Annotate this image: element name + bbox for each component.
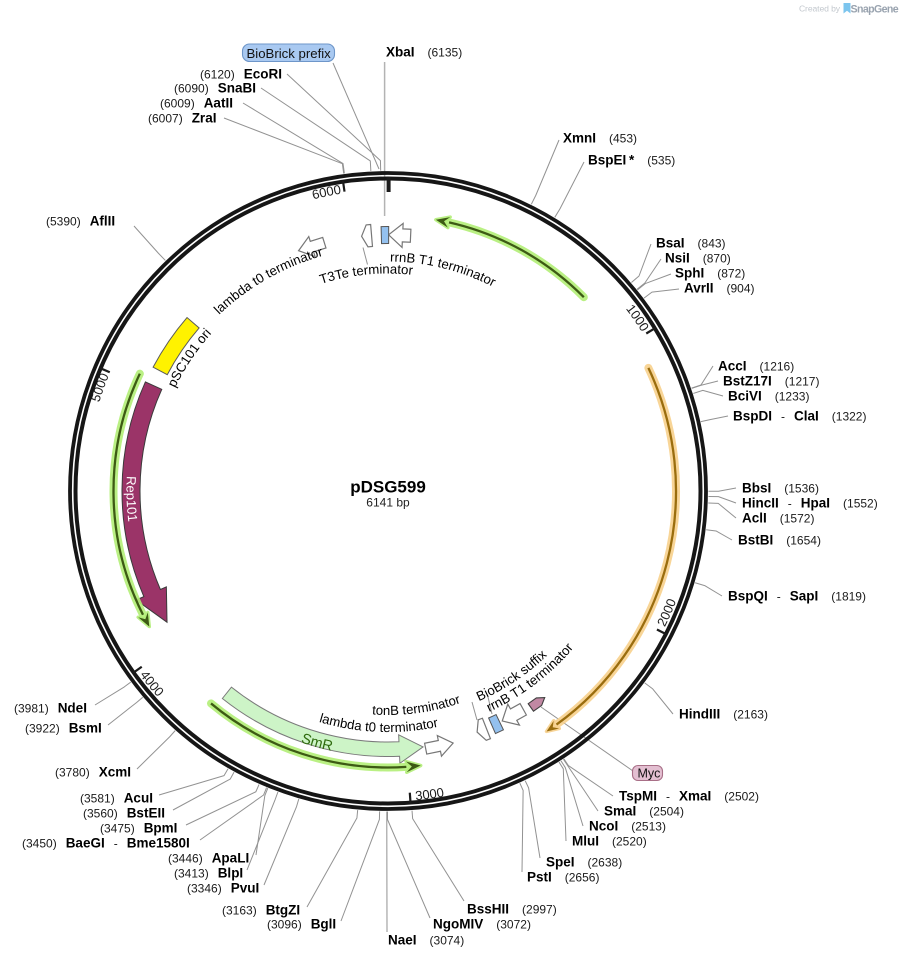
svg-text:BssHII(2997): BssHII (2997) [467, 902, 557, 917]
svg-text:BstZ17I(1217): BstZ17I (1217) [723, 374, 819, 389]
svg-text:(3450)BaeGI-Bme1580I: (3450) BaeGI - Bme1580I [22, 836, 190, 851]
svg-text:HincII-HpaI(1552): HincII - HpaI (1552) [742, 496, 878, 511]
svg-text:Created by: Created by [799, 4, 841, 14]
svg-text:(3096)BglI: (3096) BglI [267, 917, 336, 932]
svg-text:(3780)XcmI: (3780) XcmI [55, 765, 131, 780]
svg-text:NcoI(2513): NcoI (2513) [589, 819, 666, 834]
svg-text:pDSG599: pDSG599 [350, 478, 426, 497]
svg-text:(6120)EcoRI: (6120) EcoRI [200, 67, 282, 82]
svg-text:BsaI(843): BsaI (843) [656, 236, 726, 251]
svg-text:(6090)SnaBI: (6090) SnaBI [174, 81, 256, 96]
svg-text:(3413)BlpI: (3413) BlpI [174, 866, 243, 881]
svg-text:AclI(1572): AclI (1572) [742, 511, 814, 526]
svg-text:(3446)ApaLI: (3446) ApaLI [168, 851, 249, 866]
svg-text:SnapGene: SnapGene [851, 4, 899, 16]
svg-text:NgoMIV(3072): NgoMIV (3072) [433, 917, 531, 932]
svg-text:(5390)AflII: (5390) AflII [46, 214, 115, 229]
svg-text:Rep101: Rep101 [123, 476, 140, 523]
svg-text:(3475)BpmI: (3475) BpmI [100, 821, 177, 836]
svg-text:SphI(872): SphI (872) [675, 266, 745, 281]
svg-text:XmnI(453): XmnI (453) [563, 131, 637, 146]
svg-text:(3346)PvuI: (3346) PvuI [187, 881, 259, 896]
svg-text:SpeI(2638): SpeI (2638) [546, 855, 622, 870]
svg-text:(3560)BstEII: (3560) BstEII [83, 806, 165, 821]
svg-text:(6007)ZraI: (6007) ZraI [148, 111, 216, 126]
svg-text:6141 bp: 6141 bp [366, 496, 410, 510]
svg-text:BspQI-SapI(1819): BspQI - SapI (1819) [728, 589, 866, 604]
svg-text:XbaI(6135): XbaI (6135) [386, 45, 462, 60]
svg-text:NsiI(870): NsiI (870) [665, 251, 731, 266]
svg-text:MluI(2520): MluI (2520) [572, 834, 647, 849]
svg-text:BbsI(1536): BbsI (1536) [742, 481, 819, 496]
svg-text:HindIII(2163): HindIII (2163) [679, 707, 768, 722]
svg-text:NaeI(3074): NaeI (3074) [388, 933, 464, 948]
svg-text:Myc: Myc [638, 767, 661, 781]
svg-text:AccI(1216): AccI (1216) [718, 359, 794, 374]
svg-text:BstBI(1654): BstBI (1654) [738, 533, 821, 548]
svg-text:SmaI(2504): SmaI (2504) [604, 804, 684, 819]
svg-text:BspEI *(535): BspEI * (535) [588, 153, 675, 168]
svg-text:BioBrick prefix: BioBrick prefix [247, 46, 332, 61]
svg-text:AvrII(904): AvrII (904) [684, 281, 755, 296]
svg-text:(3922)BsmI: (3922) BsmI [25, 721, 102, 736]
svg-text:BspDI-ClaI(1322): BspDI - ClaI (1322) [733, 409, 866, 424]
svg-text:3000: 3000 [415, 785, 445, 804]
svg-text:(6009)AatII: (6009) AatII [160, 96, 233, 111]
svg-text:6000: 6000 [310, 182, 342, 203]
svg-text:TspMI-XmaI(2502): TspMI - XmaI (2502) [619, 789, 759, 804]
svg-text:(3581)AcuI: (3581) AcuI [80, 791, 153, 806]
svg-text:(3163)BtgZI: (3163) BtgZI [222, 903, 300, 918]
svg-text:PstI(2656): PstI (2656) [527, 870, 599, 885]
svg-text:BciVI(1233): BciVI (1233) [728, 389, 809, 404]
svg-text:(3981)NdeI: (3981) NdeI [14, 701, 87, 716]
